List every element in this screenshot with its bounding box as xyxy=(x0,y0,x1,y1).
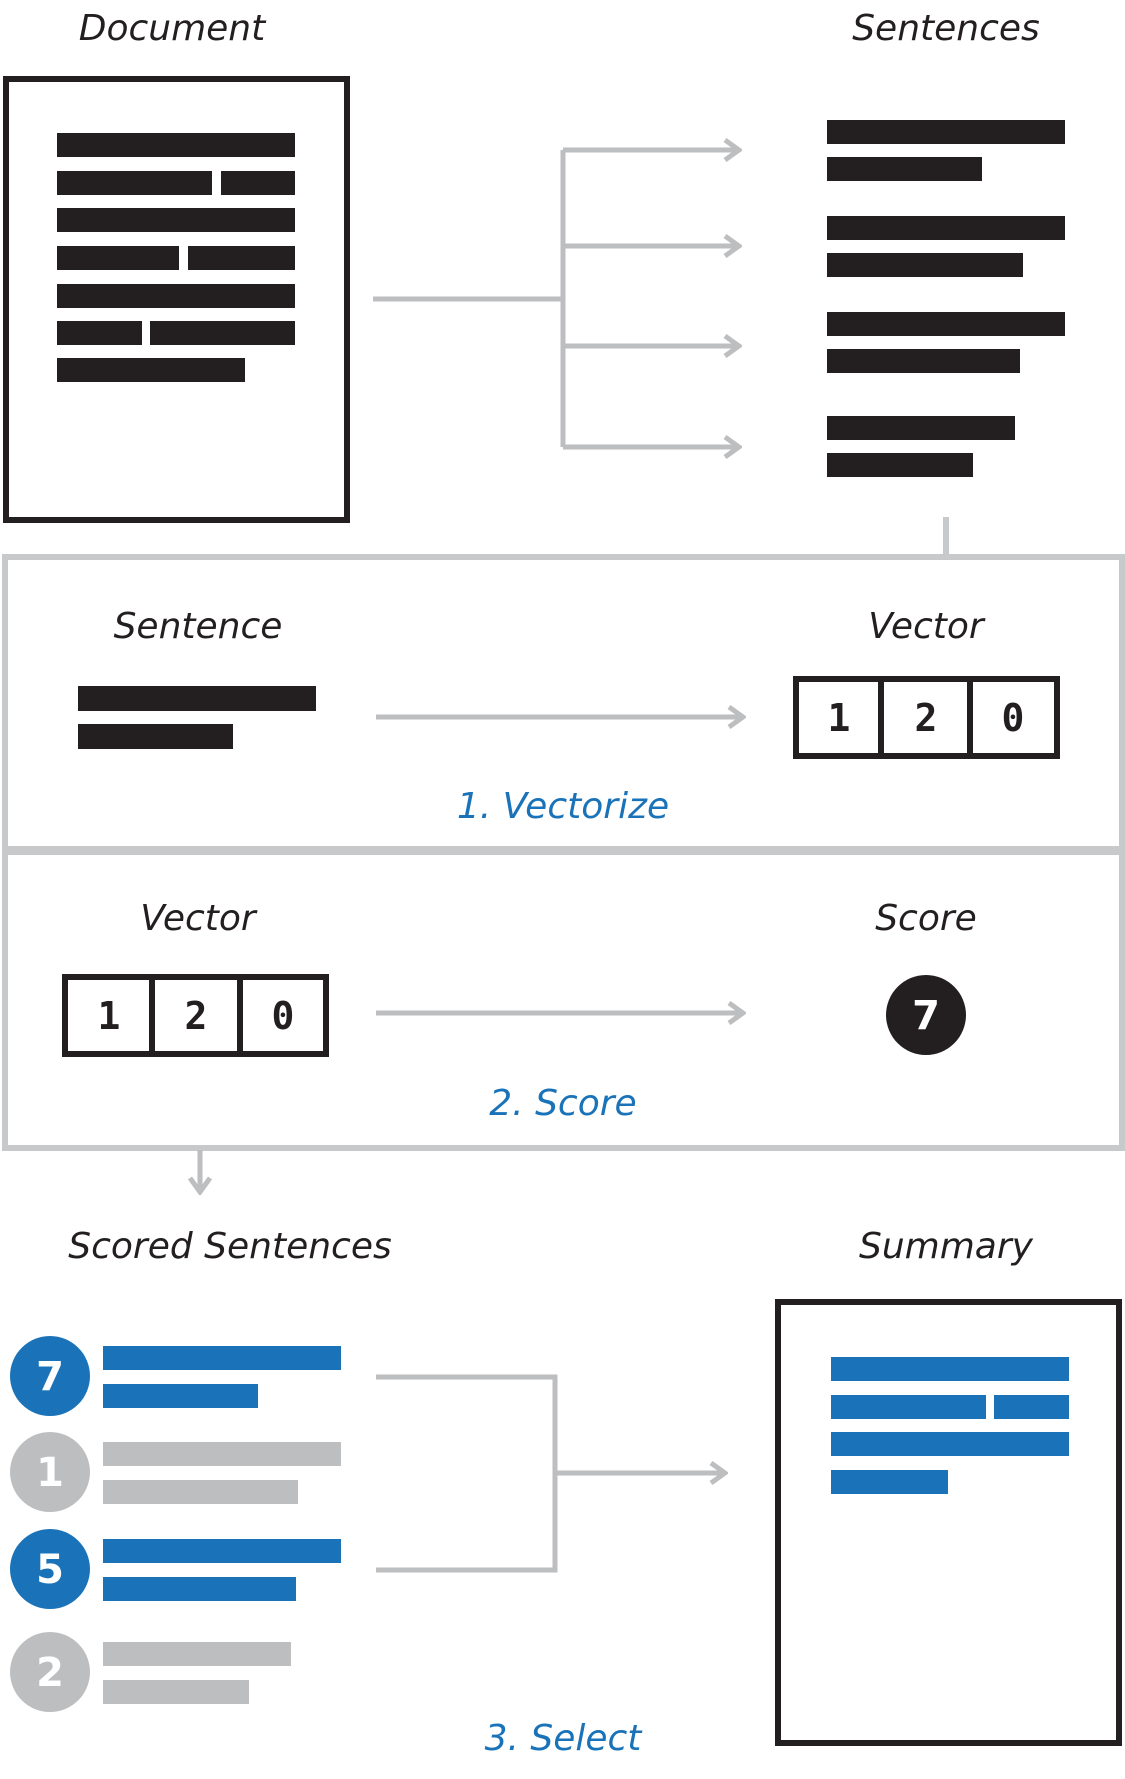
score-badge: 7 xyxy=(886,975,966,1055)
scored-sentences-label: Scored Sentences xyxy=(68,1226,392,1267)
sentence-bar xyxy=(103,1642,291,1666)
score-circle xyxy=(10,1336,90,1416)
split-connector xyxy=(373,150,740,447)
vector-value-1: 1 xyxy=(828,696,851,740)
step-select-label: 3. Select xyxy=(485,1718,644,1759)
vector-value-2: 2 xyxy=(915,696,938,740)
select-connector xyxy=(376,1374,726,1573)
sentence-bar xyxy=(103,1384,258,1408)
score-circle xyxy=(10,1432,90,1512)
vector-value-1: 1 xyxy=(98,994,121,1038)
sentence-bar xyxy=(103,1346,341,1370)
score-panel xyxy=(2,849,1125,1151)
single-sentence xyxy=(78,686,316,749)
vector-box: 1 2 0 xyxy=(793,676,1060,759)
scored-sentence-row: 1 xyxy=(10,1432,341,1512)
scored-sentence-row: 5 xyxy=(10,1529,341,1609)
sentence-bar xyxy=(103,1442,341,1466)
score-value: 7 xyxy=(912,993,940,1039)
score-circle xyxy=(10,1529,90,1609)
score-label: Score xyxy=(875,898,977,939)
sentence-bar xyxy=(103,1680,249,1704)
scored-sentence-list: 7 1 5 2 xyxy=(10,1336,341,1712)
scored-sentence-row: 7 xyxy=(10,1336,341,1416)
sentence-bar xyxy=(103,1480,298,1504)
sentences-label: Sentences xyxy=(852,8,1040,49)
document-page xyxy=(3,76,350,523)
step-vectorize-label: 1. Vectorize xyxy=(457,786,669,827)
score-circle-value: 7 xyxy=(36,1354,64,1400)
vector-label: Vector xyxy=(868,606,986,647)
sentence-bar xyxy=(103,1577,296,1601)
summary-label: Summary xyxy=(859,1226,1034,1267)
vector-value-3: 0 xyxy=(1002,696,1025,740)
vector-label-score: Vector xyxy=(140,898,258,939)
vector-box-score: 1 2 0 xyxy=(62,974,329,1057)
document-label: Document xyxy=(79,8,267,49)
vector-value-2: 2 xyxy=(185,994,208,1038)
sentence-list xyxy=(827,120,1065,477)
step-score-label: 2. Score xyxy=(489,1083,636,1124)
vector-value-3: 0 xyxy=(272,994,295,1038)
sentence-label: Sentence xyxy=(114,606,283,647)
score-circle xyxy=(10,1632,90,1712)
score-circle-value: 5 xyxy=(36,1547,64,1593)
score-circle-value: 2 xyxy=(36,1650,64,1696)
summary-page xyxy=(775,1299,1122,1746)
sentence-bar xyxy=(103,1539,341,1563)
scored-sentence-row: 2 xyxy=(10,1632,291,1712)
score-circle-value: 1 xyxy=(36,1450,64,1496)
